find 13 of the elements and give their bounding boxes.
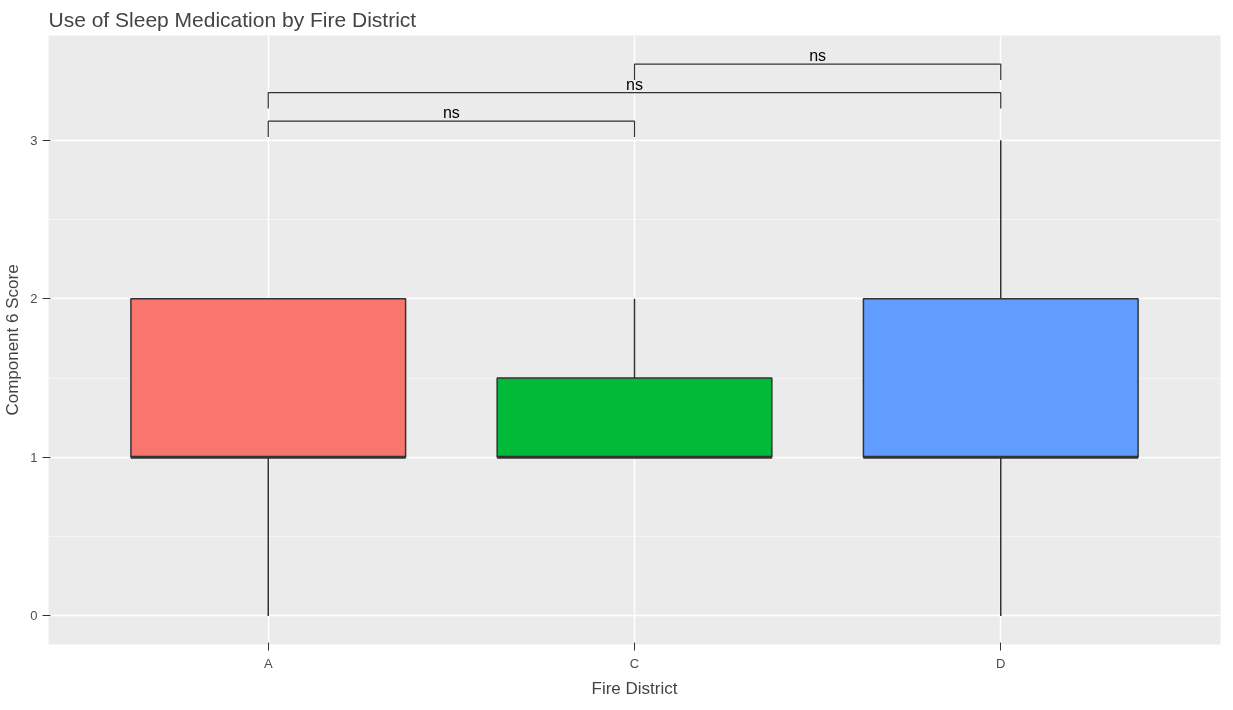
x-tick-label: A [263, 655, 273, 671]
x-tick-label: C [629, 655, 640, 671]
annotation: ns [626, 75, 643, 93]
chart-title: Use of Sleep Medication by Fire District [48, 7, 417, 31]
y-tick-label: 1 [30, 449, 38, 465]
x-tick-label: D [996, 655, 1006, 671]
annotation: ns [442, 104, 460, 122]
y-axis-title: Component 6 Score [3, 264, 23, 416]
annotation: ns [809, 47, 827, 65]
y-tick-label: 3 [30, 132, 38, 148]
x-axis-title: Fire District [591, 678, 678, 698]
y-tick-label: 0 [30, 608, 38, 624]
y-tick-label: 2 [30, 291, 38, 307]
